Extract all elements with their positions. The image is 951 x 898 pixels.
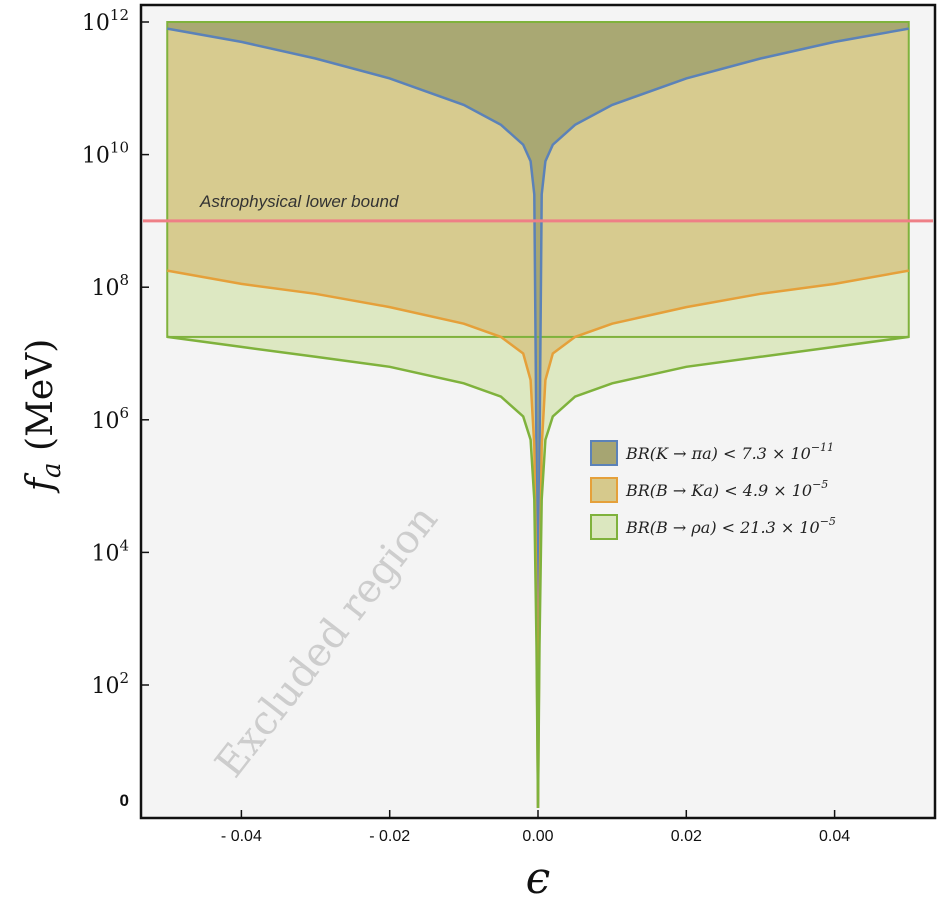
legend-label-3: BR(B → ρa) < 21.3 × 10−5 xyxy=(625,515,836,537)
y-zero-label: 0 xyxy=(120,791,129,810)
y-axis-label: fa (MeV) xyxy=(20,339,67,495)
legend-label-2: BR(B → Ka) < 4.9 × 10−5 xyxy=(625,478,828,500)
legend: BR(K → πa) < 7.3 × 10−11 BR(B → Ka) < 4.9… xyxy=(590,440,836,540)
x-tick-label: - 0.02 xyxy=(369,828,410,845)
x-tick-label: 0.04 xyxy=(819,828,850,845)
x-tick-label: 0.00 xyxy=(522,828,553,845)
y-tick-label: 104 xyxy=(91,536,129,566)
x-tick-label: - 0.04 xyxy=(221,828,262,845)
legend-label-1: BR(K → πa) < 7.3 × 10−11 xyxy=(625,441,834,463)
series-line-3 xyxy=(167,335,909,809)
legend-swatch-1 xyxy=(590,440,618,466)
astrophysical-bound-label: Astrophysical lower bound xyxy=(199,192,399,211)
legend-swatch-3 xyxy=(590,514,618,540)
y-tick-label: 108 xyxy=(91,271,129,301)
y-tick-label: 1010 xyxy=(82,139,129,169)
x-axis-label: ϵ xyxy=(526,853,551,898)
region-outline xyxy=(166,21,910,338)
legend-swatch-2 xyxy=(590,477,618,503)
series-fill-1 xyxy=(167,22,909,808)
y-tick-label: 1012 xyxy=(82,6,129,36)
y-tick-label: 102 xyxy=(91,669,129,699)
x-tick-label: 0.02 xyxy=(671,828,702,845)
y-tick-label: 106 xyxy=(91,404,129,434)
